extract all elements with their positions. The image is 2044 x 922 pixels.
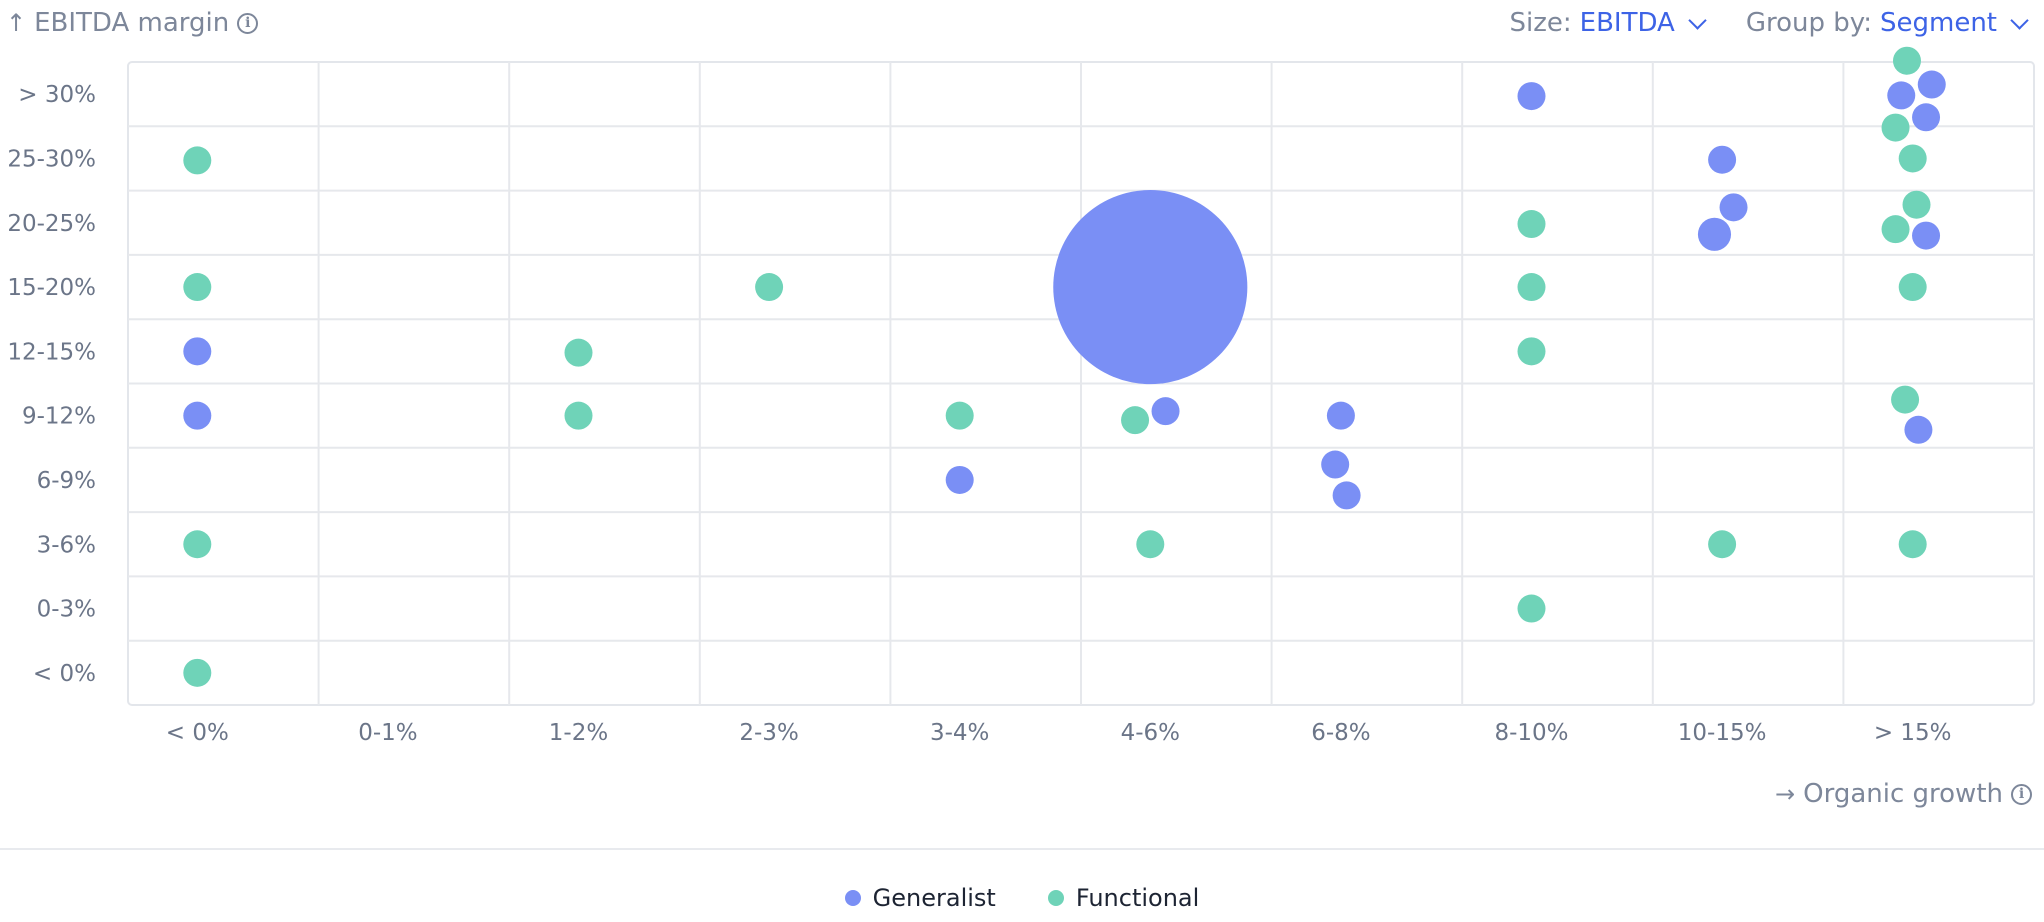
- bubble-generalist: [1332, 481, 1361, 510]
- bubble-functional: [1902, 190, 1931, 219]
- bubble-generalist: [1697, 217, 1732, 251]
- bubble-generalist: [1887, 81, 1916, 110]
- size-dropdown[interactable]: Size: EBITDA: [1510, 8, 1708, 38]
- bubble-generalist: [1917, 70, 1946, 99]
- legend-swatch: [1047, 890, 1064, 906]
- info-icon[interactable]: i: [2011, 783, 2032, 805]
- y-tick-label: 0-3%: [37, 597, 96, 623]
- bubble-functional: [1898, 273, 1927, 302]
- y-tick-label: 6-9%: [37, 468, 96, 494]
- bubble-generalist: [1904, 415, 1933, 444]
- group-by-dropdown[interactable]: Group by: Segment: [1746, 8, 2030, 38]
- chart-controls: Size: EBITDA Group by: Segment: [1510, 6, 2031, 40]
- divider: [0, 848, 2044, 850]
- bubble-generalist: [1321, 450, 1350, 479]
- info-icon[interactable]: i: [237, 12, 259, 34]
- bubble-functional: [945, 401, 974, 430]
- legend-item-functional[interactable]: Functional: [1047, 884, 1200, 912]
- arrow-up-icon: ↑: [6, 9, 27, 37]
- x-tick-label: > 15%: [1874, 720, 1952, 746]
- group-by-dropdown-value: Segment: [1880, 8, 1997, 38]
- y-tick-label: 3-6%: [37, 532, 96, 558]
- x-tick-label: < 0%: [166, 720, 229, 746]
- arrow-right-icon: →: [1775, 780, 1796, 808]
- bubble-functional: [183, 273, 212, 302]
- x-tick-label: 0-1%: [358, 720, 417, 746]
- bubble-functional: [1881, 215, 1910, 244]
- x-tick-label: 6-8%: [1311, 720, 1370, 746]
- bubble-functional: [1136, 530, 1165, 559]
- y-tick-label: 9-12%: [22, 404, 96, 430]
- bubble-generalist: [183, 401, 212, 430]
- bubble-generalist: [1053, 190, 1248, 385]
- size-dropdown-label: Size:: [1509, 8, 1572, 38]
- bubble-generalist: [1151, 397, 1180, 426]
- x-tick-label: 10-15%: [1678, 720, 1767, 746]
- bubble-functional: [1121, 406, 1150, 435]
- bubble-functional: [755, 273, 784, 302]
- x-tick-label: 4-6%: [1121, 720, 1180, 746]
- size-dropdown-value: EBITDA: [1579, 8, 1675, 38]
- bubble-generalist: [1719, 193, 1748, 222]
- bubble-functional: [1517, 594, 1546, 623]
- bubble-functional: [183, 530, 212, 559]
- bubble-generalist: [945, 465, 974, 494]
- bubble-functional: [183, 658, 212, 687]
- y-tick-label: > 30%: [18, 82, 96, 108]
- x-axis-title-text: Organic growth: [1803, 779, 2003, 809]
- bubble-generalist: [183, 337, 212, 366]
- bubble-functional: [1708, 530, 1737, 559]
- bubble-functional: [564, 338, 593, 367]
- y-tick-label: 12-15%: [7, 339, 96, 365]
- legend-label: Functional: [1075, 884, 1200, 912]
- legend-swatch: [844, 890, 861, 906]
- bubble-functional: [1898, 144, 1927, 173]
- bubble-functional: [564, 401, 593, 430]
- legend-label: Generalist: [872, 884, 996, 912]
- x-tick-label: 3-4%: [930, 720, 989, 746]
- y-tick-label: 25-30%: [7, 146, 96, 172]
- legend: Generalist Functional: [0, 878, 2044, 918]
- bubble-functional: [1517, 210, 1546, 239]
- group-by-dropdown-label: Group by:: [1745, 8, 1872, 38]
- legend-item-generalist[interactable]: Generalist: [844, 884, 996, 912]
- bubble-generalist: [1912, 103, 1941, 132]
- y-axis-title-text: EBITDA margin: [34, 8, 230, 38]
- bubble-functional: [1517, 337, 1546, 366]
- bubble-functional: [183, 146, 212, 175]
- bubble-generalist: [1912, 221, 1941, 250]
- x-tick-label: 8-10%: [1494, 720, 1568, 746]
- x-tick-label: 2-3%: [739, 720, 798, 746]
- y-tick-label: < 0%: [33, 661, 96, 687]
- bubble-functional: [1898, 530, 1927, 559]
- y-tick-label: 15-20%: [7, 275, 96, 301]
- bubble-generalist: [1708, 145, 1737, 174]
- x-tick-label: 1-2%: [549, 720, 608, 746]
- bubble-generalist: [1517, 82, 1546, 111]
- x-axis-title: → Organic growth i: [1775, 777, 2032, 811]
- bubble-functional: [1891, 385, 1920, 414]
- bubble-functional: [1881, 113, 1910, 142]
- y-axis-title: ↑ EBITDA margin i: [6, 6, 259, 40]
- bubble-functional: [1517, 273, 1546, 302]
- bubble-functional: [1892, 46, 1921, 75]
- bubble-generalist: [1326, 401, 1355, 430]
- chart-plot: < 0% 0-1% 1-2% 2-3% 3-4% 4-6% 6-8% 8-10% 10-15% >…: [7, 46, 2035, 746]
- y-tick-label: 20-25%: [7, 211, 96, 237]
